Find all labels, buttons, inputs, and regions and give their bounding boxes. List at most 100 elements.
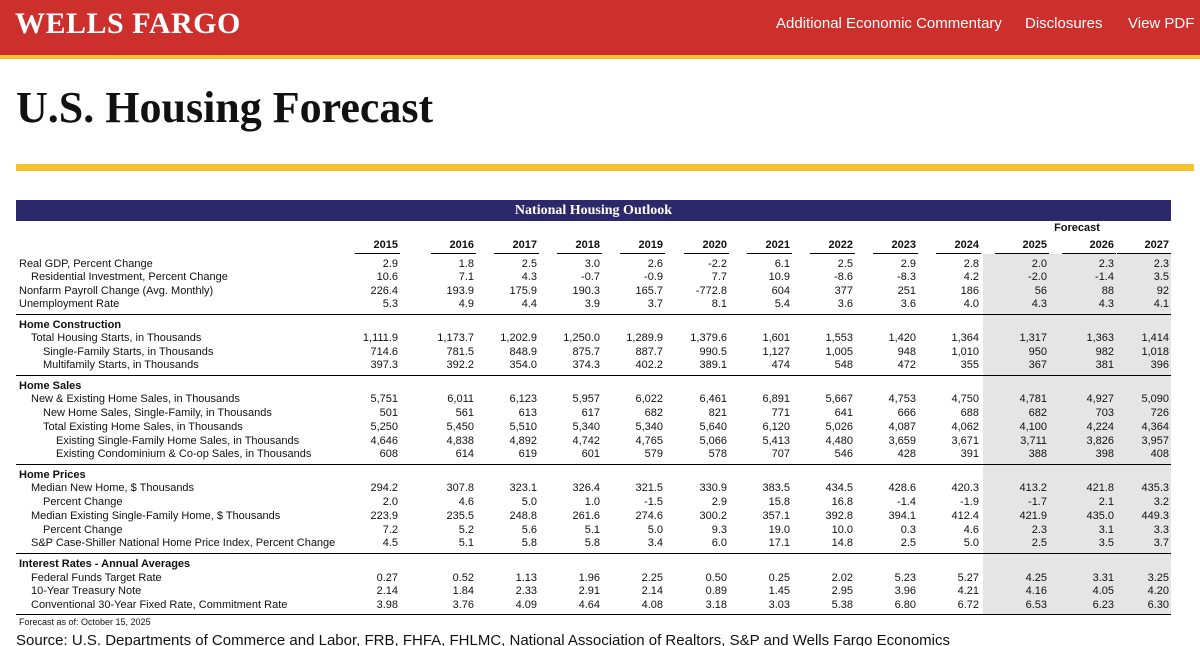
value-cell: 4,062 bbox=[951, 421, 979, 433]
value-cell: 6.72 bbox=[957, 599, 979, 611]
value-cell: 613 bbox=[518, 407, 537, 419]
value-cell: 374.3 bbox=[572, 359, 600, 371]
year-header: 2016 bbox=[449, 239, 474, 251]
accent-divider bbox=[0, 55, 1200, 59]
value-cell: 1,363 bbox=[1086, 332, 1114, 344]
value-cell: 5,667 bbox=[825, 393, 853, 405]
value-cell: 990.5 bbox=[699, 346, 727, 358]
value-cell: 2.1 bbox=[1098, 496, 1114, 508]
value-cell: 6.23 bbox=[1092, 599, 1114, 611]
value-cell: 5,640 bbox=[699, 421, 727, 433]
value-cell: 1,111.9 bbox=[362, 332, 398, 344]
value-cell: 2.6 bbox=[647, 258, 663, 270]
section-divider bbox=[16, 614, 1171, 615]
value-cell: 3,659 bbox=[888, 435, 916, 447]
value-cell: -1.7 bbox=[1028, 496, 1047, 508]
value-cell: 4,087 bbox=[888, 421, 916, 433]
wells-fargo-logo[interactable]: WELLS FARGO bbox=[15, 7, 241, 40]
value-cell: 781.5 bbox=[446, 346, 474, 358]
value-cell: 300.2 bbox=[699, 510, 727, 522]
value-cell: 3.9 bbox=[584, 298, 600, 310]
value-cell: 10.6 bbox=[376, 271, 398, 283]
section-label: Home Prices bbox=[19, 469, 86, 481]
value-cell: 6.1 bbox=[774, 258, 790, 270]
value-cell: 391 bbox=[960, 448, 979, 460]
value-cell: 420.3 bbox=[951, 482, 979, 494]
value-cell: 726 bbox=[1150, 407, 1169, 419]
value-cell: 3,826 bbox=[1086, 435, 1114, 447]
row-label: Real GDP, Percent Change bbox=[19, 258, 153, 270]
table-row: Real GDP, Percent Change 2.9 1.8 2.5 3.0 2.6 -… bbox=[0, 257, 1200, 271]
row-label: Median New Home, $ Thousands bbox=[31, 482, 195, 494]
value-cell: 1,553 bbox=[825, 332, 853, 344]
value-cell: 4.08 bbox=[641, 599, 663, 611]
value-cell: 3.98 bbox=[376, 599, 398, 611]
value-cell: 4.09 bbox=[515, 599, 537, 611]
year-header-rule bbox=[431, 253, 476, 254]
value-cell: -0.9 bbox=[644, 271, 663, 283]
source-note: Source: U.S. Departments of Commerce and… bbox=[16, 632, 950, 646]
value-cell: 6.0 bbox=[711, 537, 727, 549]
value-cell: 641 bbox=[834, 407, 853, 419]
year-header: 2022 bbox=[828, 239, 853, 251]
value-cell: 449.3 bbox=[1141, 510, 1169, 522]
value-cell: 5.0 bbox=[647, 524, 663, 536]
value-cell: 2.5 bbox=[900, 537, 916, 549]
value-cell: 5.8 bbox=[521, 537, 537, 549]
page-title: U.S. Housing Forecast bbox=[16, 83, 434, 132]
value-cell: 1.13 bbox=[515, 572, 537, 584]
value-cell: 3.25 bbox=[1147, 572, 1169, 584]
value-cell: 19.0 bbox=[768, 524, 790, 536]
value-cell: 354.0 bbox=[509, 359, 537, 371]
nav-link-disclosures[interactable]: Disclosures bbox=[1025, 15, 1103, 32]
value-cell: 413.2 bbox=[1019, 482, 1047, 494]
value-cell: 5,413 bbox=[762, 435, 790, 447]
table-row: Existing Single-Family Home Sales, in Th… bbox=[0, 434, 1200, 448]
row-label: Conventional 30-Year Fixed Rate, Commitm… bbox=[31, 599, 288, 611]
value-cell: 5,026 bbox=[825, 421, 853, 433]
value-cell: 579 bbox=[644, 448, 663, 460]
table-row: Existing Condominium & Co-op Sales, in T… bbox=[0, 447, 1200, 461]
year-header-rule bbox=[995, 253, 1049, 254]
value-cell: 4,480 bbox=[825, 435, 853, 447]
value-cell: -2.0 bbox=[1028, 271, 1047, 283]
value-cell: 982 bbox=[1095, 346, 1114, 358]
value-cell: 614 bbox=[455, 448, 474, 460]
value-cell: 2.5 bbox=[1031, 537, 1047, 549]
year-header-rule bbox=[355, 253, 400, 254]
value-cell: 5.1 bbox=[584, 524, 600, 536]
value-cell: 6,120 bbox=[762, 421, 790, 433]
section-header: Home Sales bbox=[0, 379, 1200, 393]
value-cell: 4.05 bbox=[1092, 585, 1114, 597]
value-cell: 5.1 bbox=[458, 537, 474, 549]
year-header-rule bbox=[810, 253, 855, 254]
value-cell: 294.2 bbox=[370, 482, 398, 494]
value-cell: 1,005 bbox=[825, 346, 853, 358]
value-cell: 1,379.6 bbox=[690, 332, 727, 344]
year-header-rule bbox=[684, 253, 729, 254]
value-cell: 0.27 bbox=[376, 572, 398, 584]
value-cell: 321.5 bbox=[635, 482, 663, 494]
row-label: Percent Change bbox=[43, 524, 123, 536]
value-cell: 6.30 bbox=[1147, 599, 1169, 611]
year-header: 2023 bbox=[891, 239, 916, 251]
value-cell: 501 bbox=[379, 407, 398, 419]
value-cell: -2.2 bbox=[708, 258, 727, 270]
value-cell: 398 bbox=[1095, 448, 1114, 460]
value-cell: 235.5 bbox=[446, 510, 474, 522]
value-cell: 2.33 bbox=[515, 585, 537, 597]
value-cell: 4.4 bbox=[521, 298, 537, 310]
value-cell: 887.7 bbox=[635, 346, 663, 358]
value-cell: 2.3 bbox=[1031, 524, 1047, 536]
value-cell: 4,646 bbox=[370, 435, 398, 447]
value-cell: 14.8 bbox=[831, 537, 853, 549]
row-label: Percent Change bbox=[43, 496, 123, 508]
section-divider bbox=[16, 464, 1171, 465]
value-cell: 1,010 bbox=[951, 346, 979, 358]
nav-link-additional-economic-commentary[interactable]: Additional Economic Commentary bbox=[776, 15, 1002, 32]
value-cell: -1.5 bbox=[644, 496, 663, 508]
value-cell: 0.52 bbox=[452, 572, 474, 584]
nav-link-view-pdf[interactable]: View PDF bbox=[1128, 15, 1195, 32]
value-cell: 3.2 bbox=[1153, 496, 1169, 508]
value-cell: 396 bbox=[1150, 359, 1169, 371]
